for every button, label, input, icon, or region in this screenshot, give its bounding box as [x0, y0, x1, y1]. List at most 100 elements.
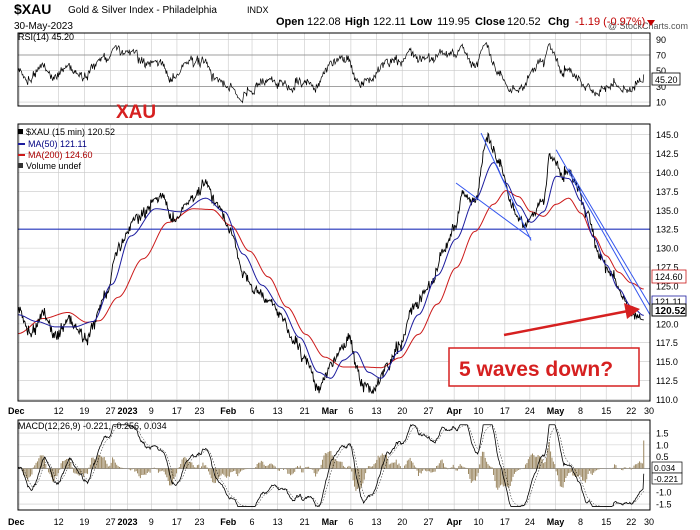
macd-x-axis: Dec 12 19 27 2023 9 17 23 Feb 6 13 21 Mar 6 13 20 27 Apr 1…: [8, 517, 654, 527]
x-tick-label: 23: [194, 517, 204, 527]
x-tick-label: Dec: [8, 517, 25, 527]
volume-legend-swatch: [18, 163, 23, 168]
x-tick-label: 27: [423, 406, 433, 416]
price-value-box: [651, 303, 687, 317]
ticker-annotation: XAU: [116, 102, 156, 123]
y-tick-label: 0.5: [656, 452, 669, 462]
x-tick-label: 17: [500, 406, 510, 416]
header-name: Gold & Silver Index - Philadelphia: [68, 5, 217, 16]
x-tick-label: 23: [194, 406, 204, 416]
x-tick-label: 27: [106, 406, 116, 416]
macd-line: [17, 423, 645, 508]
y-tick-label: 10: [656, 98, 666, 108]
y-tick-label: 90: [656, 35, 666, 45]
x-tick-label: 13: [372, 406, 382, 416]
x-tick-label: 15: [601, 517, 611, 527]
rsi-current-label: 45.20: [655, 75, 678, 85]
price-x-axis: Dec 12 19 27 2023 9 17 23 Feb 6 13 21 Mar 6 13 20 27 Apr 1…: [8, 406, 654, 416]
x-tick-label: 30: [644, 517, 654, 527]
y-tick-label: 110.0: [656, 395, 678, 405]
x-tick-label: 6: [348, 406, 353, 416]
x-tick-label: 24: [525, 517, 535, 527]
y-tick-label: 112.5: [656, 376, 678, 386]
quote-chg-value: -1.19 (-0.97%): [575, 16, 645, 28]
down-arrow-icon: [647, 20, 655, 26]
y-tick-label: 130.0: [656, 244, 679, 254]
price-legend-swatch: [18, 129, 23, 134]
x-tick-label: Dec: [8, 406, 25, 416]
macd-value: -0.221: [654, 474, 678, 484]
y-tick-label: 117.5: [656, 338, 678, 348]
rsi-line: [18, 42, 645, 104]
x-tick-label: 24: [525, 406, 535, 416]
x-tick-label: 9: [149, 517, 154, 527]
y-tick-label: -1.0: [656, 488, 672, 498]
y-tick-label: 1.5: [656, 429, 669, 439]
ma200-legend-label: MA(200) 124.60: [28, 150, 93, 160]
volume-legend-label: Volume undef: [26, 161, 82, 171]
annotation-arrow-head-icon: [624, 303, 640, 319]
x-tick-label: 19: [79, 406, 89, 416]
x-tick-label: 13: [372, 517, 382, 527]
x-tick-label: 15: [601, 406, 611, 416]
x-tick-label: Feb: [220, 517, 237, 527]
trendline: [480, 132, 532, 241]
y-tick-label: 70: [656, 50, 666, 60]
annotation-box: [448, 347, 640, 387]
y-tick-label: 120.0: [656, 319, 679, 329]
quote-low-label: Low: [410, 16, 432, 28]
ma200-value-label: 124.60: [655, 272, 683, 282]
trendline: [568, 168, 651, 306]
price-frame: [17, 123, 651, 402]
rsi-frame: [17, 32, 651, 107]
x-tick-label: 30: [644, 406, 654, 416]
x-tick-label: 10: [474, 517, 484, 527]
rsi-current-box: [651, 72, 681, 86]
macd-signal-value: 0.034: [654, 463, 676, 473]
x-tick-label: 27: [423, 517, 433, 527]
x-tick-label: Feb: [220, 406, 237, 416]
quote-high-label: High: [345, 16, 370, 28]
macd-frame: [17, 419, 651, 511]
x-tick-label: 27: [106, 517, 116, 527]
header-exchange: INDX: [247, 5, 269, 15]
macd-label: MACD(12,26,9) -0.221, -0.256, 0.034: [18, 421, 167, 431]
annotation-arrow-shaft: [503, 309, 629, 337]
y-tick-label: 135.0: [656, 206, 679, 216]
x-tick-label: 17: [172, 517, 182, 527]
y-tick-label: 132.5: [656, 225, 679, 235]
trendlines: [455, 132, 651, 315]
macd-signal-line: [17, 424, 644, 507]
rsi-tick-labels: 10 30 50 70 90: [656, 35, 666, 108]
macd-value-box: [651, 472, 683, 485]
x-tick-label: 22: [626, 517, 636, 527]
x-tick-label: May: [547, 517, 565, 527]
price-legend-label: $XAU (15 min) 120.52: [26, 127, 115, 137]
x-tick-label: 21: [300, 406, 310, 416]
x-tick-label: 9: [149, 406, 154, 416]
trendline: [555, 149, 651, 315]
macd-histogram: [20, 440, 645, 491]
y-tick-label: 115.0: [656, 357, 678, 367]
x-tick-label: 2023: [117, 517, 137, 527]
x-tick-label: 2023: [117, 406, 137, 416]
ma50-line: [17, 162, 644, 379]
x-tick-label: 8: [578, 517, 583, 527]
quote-close-value: 120.52: [507, 16, 541, 28]
x-tick-label: 19: [79, 517, 89, 527]
trendline: [455, 182, 532, 239]
y-tick-label: 140.0: [656, 168, 679, 178]
rsi-label: RSI(14) 45.20: [18, 32, 74, 42]
x-tick-label: 20: [397, 517, 407, 527]
chart-header: $XAU Gold & Silver Index - Philadelphia …: [14, 1, 688, 32]
y-tick-label: 127.5: [656, 263, 679, 273]
y-tick-label: 1.0: [656, 440, 669, 450]
price-legend: $XAU (15 min) 120.52 MA(50) 121.11 MA(20…: [18, 127, 115, 171]
x-tick-label: Apr: [446, 517, 462, 527]
x-tick-label: Mar: [322, 406, 339, 416]
quote-high-value: 122.11: [373, 16, 406, 28]
y-tick-label: -1.5: [656, 500, 672, 510]
x-tick-label: 17: [172, 406, 182, 416]
x-tick-label: May: [547, 406, 565, 416]
